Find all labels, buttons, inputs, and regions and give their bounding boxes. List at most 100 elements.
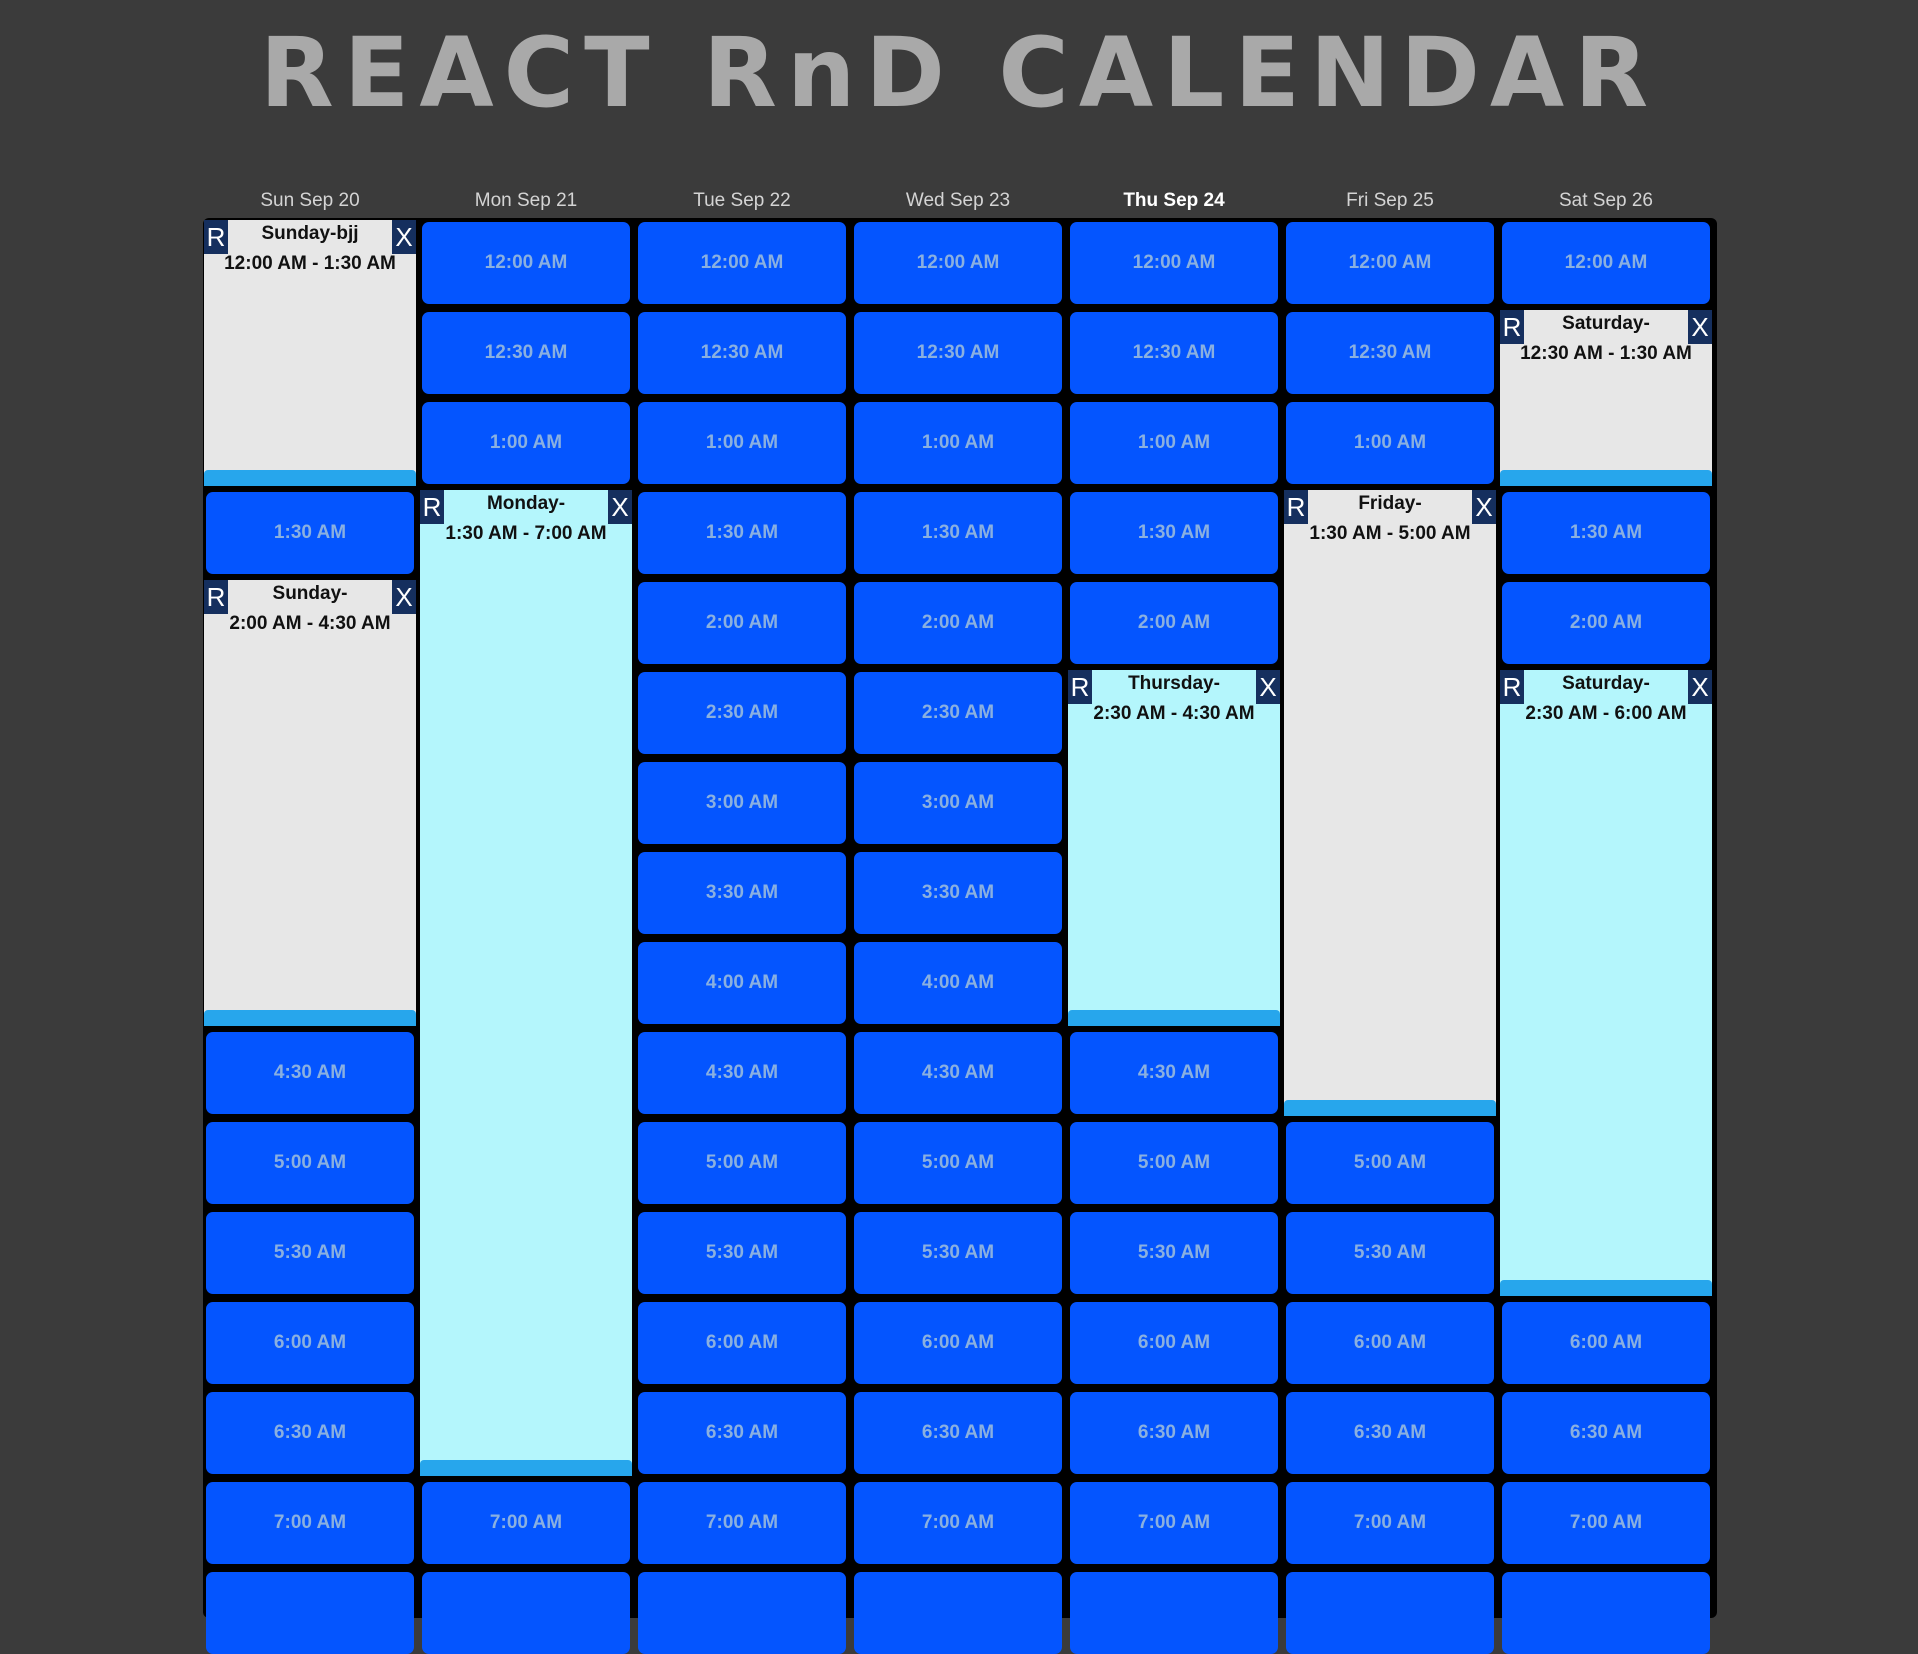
time-slot[interactable]: 7:00 AM — [1070, 1482, 1278, 1564]
time-slot[interactable]: 7:00 AM — [206, 1482, 414, 1564]
time-slot[interactable]: 6:30 AM — [854, 1392, 1062, 1474]
time-slot[interactable]: 1:00 AM — [638, 402, 846, 484]
resize-button[interactable]: R — [204, 580, 228, 614]
time-slot[interactable]: 7:00 AM — [854, 1482, 1062, 1564]
delete-button[interactable]: X — [392, 580, 416, 614]
time-slot[interactable]: 1:00 AM — [1070, 402, 1278, 484]
time-slot[interactable]: 12:30 AM — [1286, 312, 1494, 394]
time-slot[interactable]: 6:00 AM — [1286, 1302, 1494, 1384]
time-slot[interactable]: 3:00 AM — [638, 762, 846, 844]
time-slot[interactable]: 1:00 AM — [422, 402, 630, 484]
time-slot[interactable]: 6:30 AM — [206, 1392, 414, 1474]
time-slot[interactable]: 6:00 AM — [854, 1302, 1062, 1384]
time-slot[interactable]: 2:00 AM — [1070, 582, 1278, 664]
time-slot[interactable] — [1502, 1572, 1710, 1654]
resize-button[interactable]: R — [204, 220, 228, 254]
resize-handle[interactable] — [1500, 470, 1712, 486]
time-slot[interactable]: 4:30 AM — [638, 1032, 846, 1114]
event-block[interactable]: Monday- 1:30 AM - 7:00 AM R X — [420, 490, 632, 1476]
time-slot[interactable]: 5:30 AM — [854, 1212, 1062, 1294]
time-slot[interactable]: 2:00 AM — [1502, 582, 1710, 664]
time-slot[interactable]: 1:30 AM — [206, 492, 414, 574]
time-slot[interactable]: 5:00 AM — [854, 1122, 1062, 1204]
time-slot[interactable] — [206, 1572, 414, 1654]
delete-button[interactable]: X — [1688, 310, 1712, 344]
time-slot[interactable]: 4:30 AM — [854, 1032, 1062, 1114]
time-slot[interactable]: 12:30 AM — [638, 312, 846, 394]
delete-button[interactable]: X — [392, 220, 416, 254]
time-slot[interactable]: 1:30 AM — [638, 492, 846, 574]
time-slot[interactable]: 2:30 AM — [854, 672, 1062, 754]
time-slot[interactable]: 1:30 AM — [1070, 492, 1278, 574]
time-slot[interactable] — [638, 1572, 846, 1654]
time-slot[interactable]: 1:30 AM — [1502, 492, 1710, 574]
resize-handle[interactable] — [1284, 1100, 1496, 1116]
time-slot[interactable]: 5:30 AM — [638, 1212, 846, 1294]
time-slot[interactable]: 4:00 AM — [854, 942, 1062, 1024]
resize-button[interactable]: R — [1068, 670, 1092, 704]
time-slot[interactable]: 4:30 AM — [206, 1032, 414, 1114]
time-slot[interactable]: 6:30 AM — [1070, 1392, 1278, 1474]
time-slot[interactable]: 3:30 AM — [638, 852, 846, 934]
time-slot[interactable]: 6:30 AM — [638, 1392, 846, 1474]
time-slot[interactable] — [854, 1572, 1062, 1654]
time-slot[interactable]: 6:30 AM — [1286, 1392, 1494, 1474]
time-slot[interactable]: 7:00 AM — [638, 1482, 846, 1564]
time-slot[interactable]: 5:30 AM — [206, 1212, 414, 1294]
event-block[interactable]: Thursday- 2:30 AM - 4:30 AM R X — [1068, 670, 1280, 1026]
time-slot[interactable]: 1:00 AM — [854, 402, 1062, 484]
time-slot[interactable]: 6:00 AM — [206, 1302, 414, 1384]
time-slot[interactable] — [1070, 1572, 1278, 1654]
delete-button[interactable]: X — [1688, 670, 1712, 704]
time-slot[interactable]: 1:30 AM — [854, 492, 1062, 574]
event-block[interactable]: Sunday-bjj 12:00 AM - 1:30 AM R X — [204, 220, 416, 486]
time-slot[interactable]: 6:00 AM — [1502, 1302, 1710, 1384]
time-slot[interactable]: 12:00 AM — [638, 222, 846, 304]
resize-button[interactable]: R — [1500, 310, 1524, 344]
time-slot[interactable]: 2:30 AM — [638, 672, 846, 754]
resize-handle[interactable] — [1068, 1010, 1280, 1026]
time-slot[interactable]: 2:00 AM — [638, 582, 846, 664]
time-slot[interactable]: 12:30 AM — [422, 312, 630, 394]
resize-button[interactable]: R — [1500, 670, 1524, 704]
time-slot[interactable] — [1286, 1572, 1494, 1654]
time-slot[interactable]: 2:00 AM — [854, 582, 1062, 664]
time-slot[interactable]: 7:00 AM — [422, 1482, 630, 1564]
time-slot[interactable]: 12:00 AM — [1502, 222, 1710, 304]
event-block[interactable]: Saturday- 2:30 AM - 6:00 AM R X — [1500, 670, 1712, 1296]
time-slot[interactable]: 5:00 AM — [638, 1122, 846, 1204]
time-slot[interactable]: 5:00 AM — [1070, 1122, 1278, 1204]
time-slot[interactable]: 4:30 AM — [1070, 1032, 1278, 1114]
time-slot[interactable]: 7:00 AM — [1502, 1482, 1710, 1564]
time-slot[interactable]: 12:30 AM — [1070, 312, 1278, 394]
time-slot[interactable]: 4:00 AM — [638, 942, 846, 1024]
time-slot[interactable]: 12:00 AM — [1070, 222, 1278, 304]
time-slot[interactable]: 12:00 AM — [1286, 222, 1494, 304]
delete-button[interactable]: X — [1256, 670, 1280, 704]
time-slot[interactable]: 5:30 AM — [1070, 1212, 1278, 1294]
time-slot[interactable]: 7:00 AM — [1286, 1482, 1494, 1564]
time-slot[interactable]: 5:00 AM — [206, 1122, 414, 1204]
time-slot[interactable]: 5:30 AM — [1286, 1212, 1494, 1294]
resize-handle[interactable] — [204, 1010, 416, 1026]
resize-handle[interactable] — [1500, 1280, 1712, 1296]
event-block[interactable]: Friday- 1:30 AM - 5:00 AM R X — [1284, 490, 1496, 1116]
time-slot[interactable]: 12:30 AM — [854, 312, 1062, 394]
event-block[interactable]: Saturday- 12:30 AM - 1:30 AM R X — [1500, 310, 1712, 486]
time-slot[interactable]: 1:00 AM — [1286, 402, 1494, 484]
resize-button[interactable]: R — [1284, 490, 1308, 524]
event-block[interactable]: Sunday- 2:00 AM - 4:30 AM R X — [204, 580, 416, 1026]
time-slot[interactable]: 6:30 AM — [1502, 1392, 1710, 1474]
time-slot[interactable]: 6:00 AM — [1070, 1302, 1278, 1384]
resize-handle[interactable] — [204, 470, 416, 486]
delete-button[interactable]: X — [1472, 490, 1496, 524]
time-slot[interactable]: 12:00 AM — [854, 222, 1062, 304]
time-slot[interactable]: 12:00 AM — [422, 222, 630, 304]
time-slot[interactable] — [422, 1572, 630, 1654]
time-slot[interactable]: 3:30 AM — [854, 852, 1062, 934]
time-slot[interactable]: 5:00 AM — [1286, 1122, 1494, 1204]
delete-button[interactable]: X — [608, 490, 632, 524]
time-slot[interactable]: 6:00 AM — [638, 1302, 846, 1384]
time-slot[interactable]: 3:00 AM — [854, 762, 1062, 844]
resize-button[interactable]: R — [420, 490, 444, 524]
